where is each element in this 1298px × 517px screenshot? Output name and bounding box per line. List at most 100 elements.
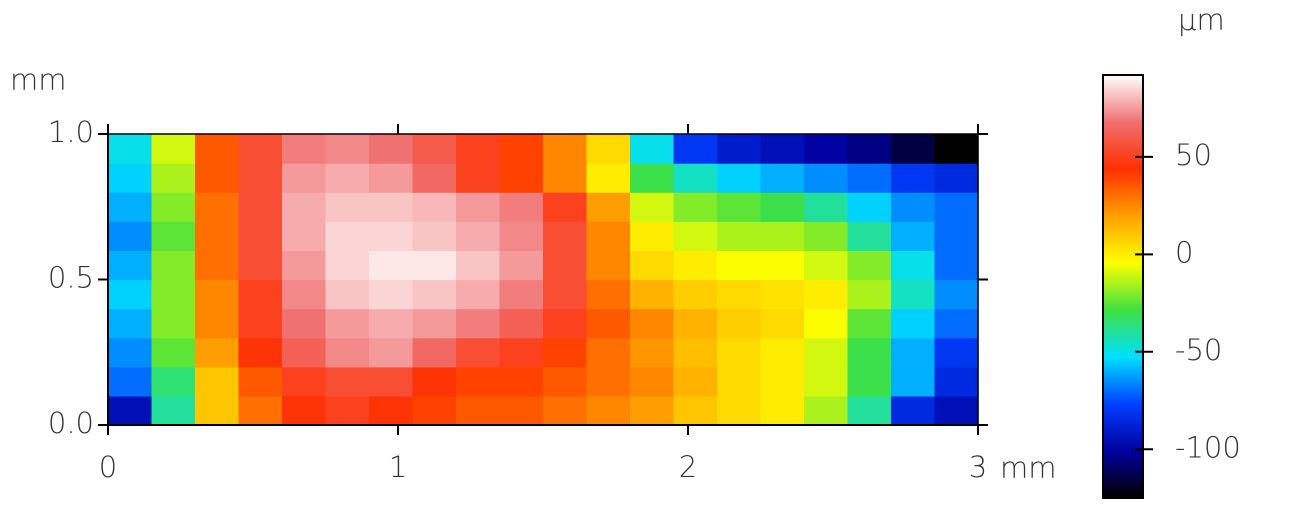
heat-cell xyxy=(325,366,370,397)
heat-cell xyxy=(717,337,762,368)
heat-cell xyxy=(543,134,588,164)
heat-cell xyxy=(760,163,805,193)
heat-cell xyxy=(760,134,805,164)
heat-cell xyxy=(282,221,327,251)
heat-cell xyxy=(325,134,370,164)
heat-cell xyxy=(108,134,153,164)
heat-cell xyxy=(151,395,196,426)
heat-cell xyxy=(456,250,501,281)
y-unit: mm xyxy=(10,63,67,97)
heat-cell xyxy=(891,366,936,397)
heat-cell xyxy=(325,395,370,426)
y-tick-label: 0.0 xyxy=(48,406,94,440)
heat-cell xyxy=(238,192,283,222)
heat-cell xyxy=(238,395,283,426)
heat-cell xyxy=(412,395,457,426)
heat-cell xyxy=(847,279,892,310)
heat-cell xyxy=(108,366,153,397)
heat-cell xyxy=(108,308,153,339)
heat-cell xyxy=(586,366,631,397)
heat-cell xyxy=(847,134,892,164)
heat-cell xyxy=(195,337,240,368)
heat-cell xyxy=(238,250,283,281)
heat-cell xyxy=(108,395,153,426)
heat-cell xyxy=(934,395,979,426)
heat-cell xyxy=(543,221,588,251)
heat-cell xyxy=(195,163,240,193)
heat-cell xyxy=(543,192,588,222)
heat-cell xyxy=(499,192,544,222)
heat-cell xyxy=(282,250,327,281)
heat-cell xyxy=(586,337,631,368)
heat-cell xyxy=(847,192,892,222)
heat-cell xyxy=(369,279,414,310)
heat-cell xyxy=(760,221,805,251)
heat-cell xyxy=(282,134,327,164)
heat-cell xyxy=(238,221,283,251)
heat-cell xyxy=(934,250,979,281)
heat-cell xyxy=(369,337,414,368)
heat-cell xyxy=(630,337,675,368)
heat-cell xyxy=(325,192,370,222)
heat-cell xyxy=(760,337,805,368)
heat-cell xyxy=(717,279,762,310)
heat-cell xyxy=(804,134,849,164)
heat-cell xyxy=(891,192,936,222)
heat-cell xyxy=(282,308,327,339)
heat-cell xyxy=(543,337,588,368)
heat-cell xyxy=(891,337,936,368)
heat-cell xyxy=(586,308,631,339)
heat-cell xyxy=(456,279,501,310)
heat-cell xyxy=(543,163,588,193)
heat-cell xyxy=(760,192,805,222)
heat-cell xyxy=(673,337,718,368)
heat-cell xyxy=(412,308,457,339)
heat-cell xyxy=(195,395,240,426)
heat-cell xyxy=(717,366,762,397)
heat-cell xyxy=(630,366,675,397)
heat-cell xyxy=(760,250,805,281)
heat-cell xyxy=(499,308,544,339)
heat-cell xyxy=(804,395,849,426)
heat-cell xyxy=(673,134,718,164)
heat-cell xyxy=(108,250,153,281)
heat-cell xyxy=(630,308,675,339)
heat-cell xyxy=(673,221,718,251)
heat-cell xyxy=(586,279,631,310)
heat-cell xyxy=(934,192,979,222)
heat-cell xyxy=(673,192,718,222)
heat-cell xyxy=(543,250,588,281)
heat-cell xyxy=(891,308,936,339)
heat-cell xyxy=(151,308,196,339)
heat-cell xyxy=(717,192,762,222)
heat-cell xyxy=(195,279,240,310)
colorbar xyxy=(1102,74,1144,499)
heat-cell xyxy=(630,395,675,426)
heat-cell xyxy=(456,192,501,222)
heat-cell xyxy=(673,279,718,310)
heat-cell xyxy=(673,395,718,426)
heat-cell xyxy=(456,337,501,368)
heat-cell xyxy=(804,337,849,368)
heat-cell xyxy=(804,221,849,251)
heat-cell xyxy=(630,221,675,251)
heat-cell xyxy=(586,221,631,251)
heat-cell xyxy=(586,134,631,164)
colorbar-tick-label: -50 xyxy=(1175,333,1222,367)
heat-cell xyxy=(673,308,718,339)
heat-cell xyxy=(151,250,196,281)
heat-cell xyxy=(412,250,457,281)
heat-cell xyxy=(586,395,631,426)
heat-cell xyxy=(412,192,457,222)
x-tick-label: 1 xyxy=(389,450,407,484)
heat-cell xyxy=(151,337,196,368)
heat-cell xyxy=(717,134,762,164)
heat-cell xyxy=(934,134,979,164)
heat-cell xyxy=(630,279,675,310)
heat-cell xyxy=(891,163,936,193)
heat-cell xyxy=(499,395,544,426)
heat-cell xyxy=(238,163,283,193)
heat-cell xyxy=(369,250,414,281)
heat-cell xyxy=(195,250,240,281)
